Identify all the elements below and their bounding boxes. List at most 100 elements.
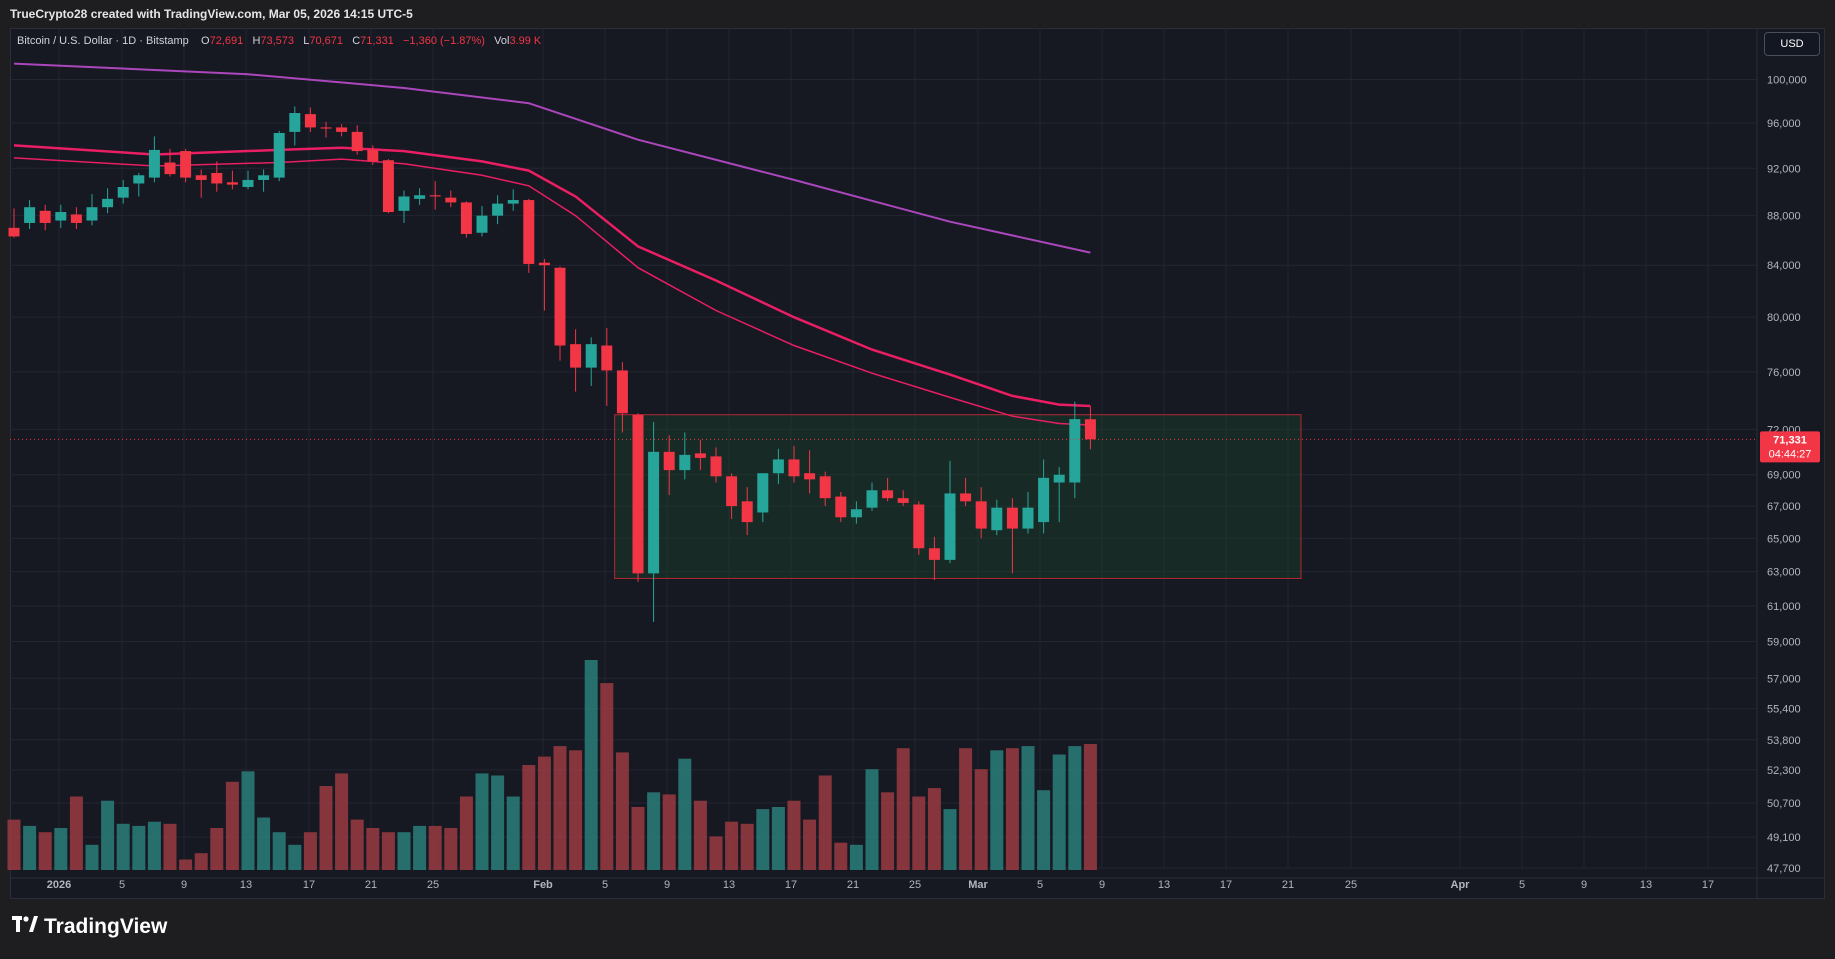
candle-body xyxy=(398,196,410,211)
date-tick-label: 17 xyxy=(1220,879,1232,891)
volume-bar xyxy=(818,775,832,870)
volume-bar xyxy=(615,752,629,870)
low-value: 70,671 xyxy=(309,35,344,47)
volume-bar xyxy=(787,800,801,870)
volume-bar xyxy=(1052,754,1066,870)
date-tick-label: 25 xyxy=(909,879,921,891)
price-tick-label: 52,300 xyxy=(1767,765,1801,777)
candle-body xyxy=(850,509,862,518)
footer-brand-text: TradingView xyxy=(44,915,168,938)
volume-bar xyxy=(771,807,785,870)
candle-body xyxy=(585,344,597,368)
volume-bar xyxy=(1037,790,1051,870)
candle-body xyxy=(507,200,519,204)
volume-bar xyxy=(506,796,520,870)
volume-bar xyxy=(147,821,161,870)
volume-bar xyxy=(179,859,193,870)
volume-bar xyxy=(303,832,317,870)
last-price-badge xyxy=(1760,431,1820,463)
price-tick-label: 59,000 xyxy=(1767,637,1801,649)
currency-button[interactable]: USD xyxy=(1764,32,1820,56)
candle-body xyxy=(445,197,457,203)
price-tick-label: 63,000 xyxy=(1767,567,1801,579)
candle-body xyxy=(117,186,129,198)
price-tick-label: 67,000 xyxy=(1767,501,1801,513)
volume-bar xyxy=(803,819,817,870)
footer-brand[interactable]: TradingView xyxy=(12,915,167,939)
volume-bar xyxy=(444,828,458,870)
volume-bar xyxy=(241,771,255,870)
low-label: L xyxy=(303,35,310,47)
price-tick-label: 88,000 xyxy=(1767,211,1801,223)
volume-bar xyxy=(912,796,926,870)
symbol-name: Bitcoin / U.S. Dollar · 1D · Bitstamp xyxy=(17,35,189,47)
candle-body xyxy=(102,198,114,208)
ema-lower-line xyxy=(13,157,1091,426)
candle-body xyxy=(944,493,956,560)
volume-bar xyxy=(288,844,302,870)
last-price-value: 71,331 xyxy=(1773,434,1807,446)
date-tick-label: 5 xyxy=(1519,879,1525,891)
candle-body xyxy=(195,175,207,180)
candle-body xyxy=(648,451,660,574)
volume-bar xyxy=(1068,746,1082,870)
volume-bar xyxy=(459,796,473,870)
volume-bar xyxy=(132,825,146,870)
candle-body xyxy=(772,459,784,474)
high-value: 73,573 xyxy=(260,35,295,47)
volume-bar xyxy=(335,773,349,870)
date-tick-label: 17 xyxy=(785,879,797,891)
candle-body xyxy=(788,459,800,477)
attribution-bar: TrueCrypto28 created with TradingView.co… xyxy=(0,0,1835,27)
candle-body xyxy=(148,149,160,178)
ema-upper-line xyxy=(13,144,1091,408)
volume-bar xyxy=(662,794,676,870)
candle-body xyxy=(414,195,426,199)
candle-body xyxy=(273,133,285,178)
volume-bar xyxy=(740,823,754,870)
volume-bar xyxy=(974,769,988,870)
date-tick-label: Apr xyxy=(1451,879,1471,891)
candle-body xyxy=(694,453,706,458)
candle-body xyxy=(226,182,238,185)
price-tick-label: 50,700 xyxy=(1767,798,1801,810)
volume-bar xyxy=(959,748,973,870)
candle-body xyxy=(991,507,1003,531)
candle-body xyxy=(757,473,769,513)
price-tick-label: 76,000 xyxy=(1767,367,1801,379)
price-tick-label: 49,100 xyxy=(1767,832,1801,844)
candle-body xyxy=(554,267,566,346)
candle-body xyxy=(710,456,722,477)
volume-bar xyxy=(522,765,536,870)
high-label: H xyxy=(252,35,261,47)
volume-bar xyxy=(881,792,895,870)
volume-bar xyxy=(257,817,271,870)
candle-body xyxy=(1069,419,1081,483)
volume-bar xyxy=(397,832,411,870)
candle-body xyxy=(133,175,145,184)
volume-bar xyxy=(85,844,99,870)
volume-bar xyxy=(849,844,863,870)
date-tick-label: 13 xyxy=(723,879,735,891)
volume-bar xyxy=(693,800,707,870)
volume-bar xyxy=(428,825,442,870)
date-tick-label: Feb xyxy=(533,879,553,891)
last-price-countdown: 04:44:27 xyxy=(1769,448,1812,460)
price-tick-label: 55,400 xyxy=(1767,704,1801,716)
candle-body xyxy=(913,504,925,549)
price-tick-label: 100,000 xyxy=(1767,74,1807,86)
symbol-legend: Bitcoin / U.S. Dollar · 1D · Bitstamp O7… xyxy=(17,35,541,47)
attribution-text: TrueCrypto28 created with TradingView.co… xyxy=(10,6,413,21)
candle-body xyxy=(632,414,644,574)
candle-body xyxy=(258,175,270,180)
candle-body xyxy=(39,210,51,223)
candle-body xyxy=(70,214,82,223)
volume-bar xyxy=(756,809,770,870)
change-value: −1,360 (−1.87%) xyxy=(403,35,485,47)
close-label: C xyxy=(352,35,361,47)
price-tick-label: 65,000 xyxy=(1767,533,1801,545)
candle-body xyxy=(663,451,675,471)
volume-bar xyxy=(631,807,645,870)
candle-body xyxy=(8,227,20,237)
